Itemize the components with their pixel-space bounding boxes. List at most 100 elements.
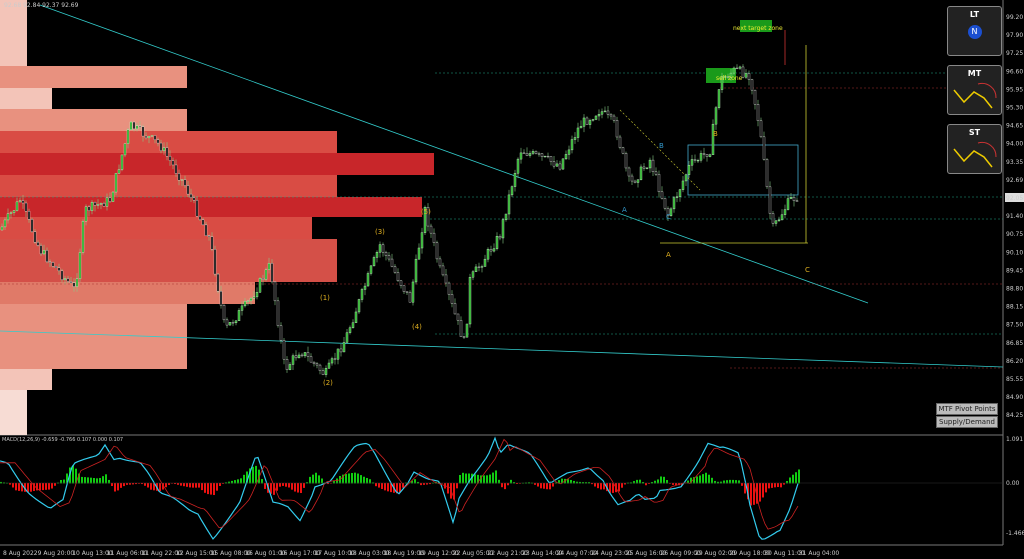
- histogram: [510, 479, 512, 484]
- body: [213, 249, 217, 275]
- body: [12, 210, 16, 213]
- body: [378, 244, 382, 253]
- body: [339, 348, 343, 353]
- histogram: [129, 483, 131, 485]
- body: [39, 245, 43, 255]
- histogram: [18, 483, 20, 491]
- body: [759, 120, 763, 138]
- body: [729, 72, 733, 78]
- body: [342, 342, 346, 353]
- histogram: [33, 483, 35, 491]
- histogram: [717, 481, 719, 484]
- body: [579, 126, 583, 129]
- histogram: [774, 483, 776, 488]
- body: [552, 161, 556, 167]
- body: [789, 196, 793, 199]
- histogram: [672, 483, 674, 485]
- histogram: [234, 480, 236, 484]
- histogram: [765, 483, 767, 493]
- body: [516, 158, 520, 174]
- histogram: [219, 483, 221, 486]
- histogram: [99, 477, 101, 484]
- time-label: 29 Aug 02:00: [695, 550, 736, 557]
- time-label: 8 Aug 2022: [3, 550, 38, 557]
- body: [171, 160, 175, 166]
- supply-button[interactable]: Supply/Demand: [936, 416, 998, 428]
- time-label: 29 Aug 18:00: [730, 550, 771, 557]
- body: [501, 219, 505, 239]
- body: [201, 219, 205, 226]
- lt-panel[interactable]: LT N: [947, 6, 1002, 56]
- histogram: [681, 483, 683, 486]
- histogram: [546, 483, 548, 490]
- body: [780, 214, 784, 221]
- histogram: [204, 483, 206, 493]
- body: [84, 206, 88, 222]
- body: [186, 185, 190, 195]
- pivots-button[interactable]: MTF Pivot Points: [936, 403, 998, 415]
- body: [411, 281, 415, 303]
- body: [774, 220, 778, 224]
- time-label: 30 Aug 11:00: [764, 550, 805, 557]
- histogram: [669, 483, 671, 484]
- body: [9, 212, 13, 214]
- time-label: 10 Aug 13:00: [72, 550, 113, 557]
- body: [441, 265, 445, 276]
- body: [483, 258, 487, 267]
- body: [93, 202, 97, 206]
- body: [663, 198, 667, 209]
- histogram: [273, 483, 275, 495]
- st-panel[interactable]: ST: [947, 124, 1002, 174]
- body: [249, 297, 253, 302]
- histogram: [690, 477, 692, 484]
- histogram: [723, 480, 725, 484]
- histogram: [762, 483, 764, 498]
- body: [123, 143, 127, 156]
- time-label: 16 Aug 17:00: [280, 550, 321, 557]
- wave-label: A: [666, 251, 671, 259]
- body: [582, 117, 586, 127]
- histogram: [195, 483, 197, 488]
- body: [480, 266, 484, 268]
- histogram: [285, 483, 287, 487]
- body: [585, 117, 589, 125]
- body: [63, 278, 67, 280]
- body: [273, 281, 277, 302]
- body: [528, 153, 532, 156]
- signal-line: [0, 438, 799, 530]
- body: [738, 66, 742, 69]
- histogram: [336, 478, 338, 484]
- body: [606, 110, 610, 115]
- body: [162, 147, 166, 151]
- histogram: [462, 472, 464, 484]
- body: [615, 119, 619, 138]
- time-label: 23 Aug 14:00: [522, 550, 563, 557]
- body: [99, 203, 103, 205]
- histogram: [12, 483, 14, 488]
- body: [375, 252, 379, 258]
- body: [435, 242, 439, 260]
- histogram: [348, 473, 350, 484]
- histogram: [429, 483, 431, 485]
- wave-label: (4): [412, 323, 422, 331]
- mt-panel[interactable]: MT: [947, 65, 1002, 115]
- body: [327, 362, 331, 369]
- body: [96, 204, 100, 206]
- body: [366, 273, 370, 287]
- histogram: [699, 475, 701, 484]
- histogram: [459, 474, 461, 484]
- histogram: [312, 474, 314, 484]
- histogram: [198, 483, 200, 488]
- body: [513, 173, 517, 187]
- price-label: 90.10: [1006, 249, 1023, 256]
- histogram: [105, 474, 107, 484]
- histogram: [0, 481, 2, 484]
- histogram: [618, 483, 620, 492]
- body: [474, 266, 478, 272]
- histogram: [663, 476, 665, 484]
- body: [81, 221, 85, 253]
- body: [762, 136, 766, 160]
- ohlc: 92.68 92.84 92.37 92.69: [4, 2, 79, 9]
- histogram: [759, 483, 761, 502]
- histogram: [657, 479, 659, 484]
